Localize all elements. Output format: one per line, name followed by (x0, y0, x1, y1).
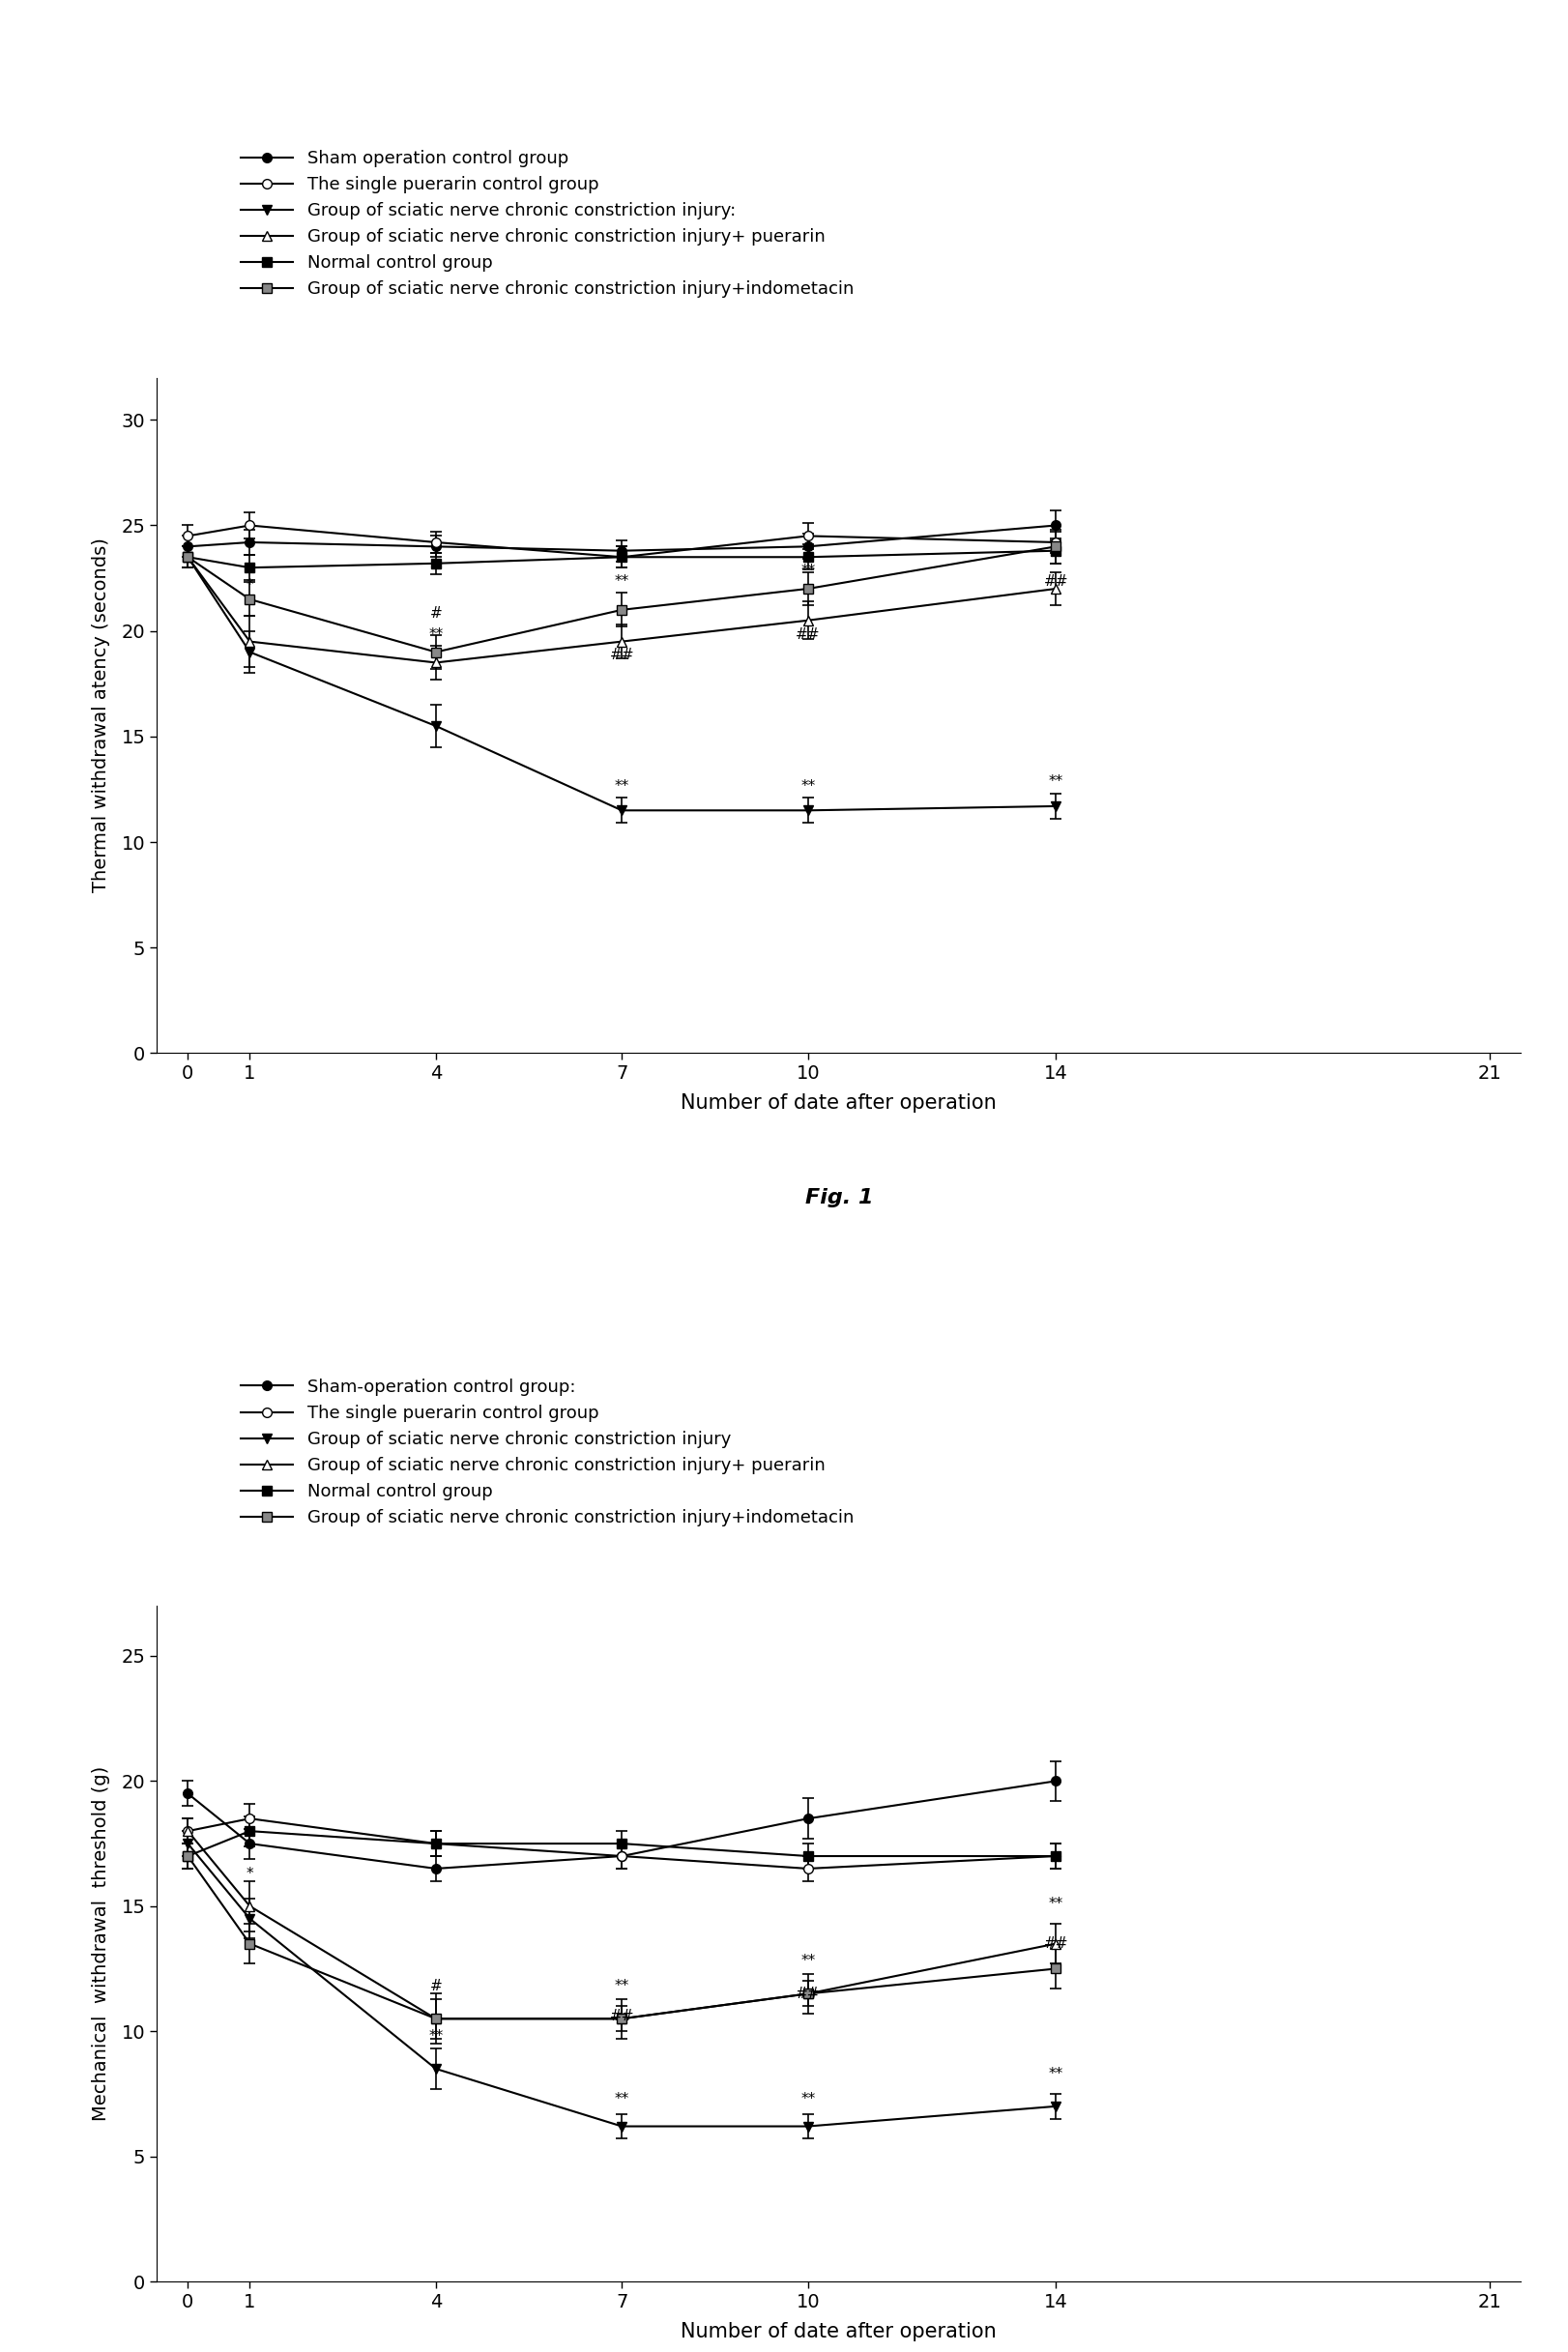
Legend: Sham-operation control group:, The single puerarin control group, Group of sciat: Sham-operation control group:, The singl… (234, 1371, 861, 1534)
Text: *: * (246, 579, 254, 593)
Text: **: ** (428, 628, 444, 642)
Text: Fig. 1: Fig. 1 (804, 1188, 873, 1207)
Text: **: ** (615, 1978, 629, 1994)
Text: #: # (430, 1978, 442, 1994)
Text: **: ** (801, 564, 815, 579)
Text: ##: ## (795, 628, 820, 642)
Text: *: * (246, 1867, 254, 1882)
Text: **: ** (801, 779, 815, 793)
Text: **: ** (615, 2091, 629, 2107)
Text: ##: ## (610, 649, 633, 663)
Text: ##: ## (795, 1987, 820, 2002)
Legend: Sham operation control group, The single puerarin control group, Group of sciati: Sham operation control group, The single… (234, 143, 861, 306)
Text: **: ** (801, 1955, 815, 1969)
Text: ##: ## (1044, 574, 1068, 588)
Text: **: ** (1049, 2067, 1063, 2082)
Text: **: ** (428, 2030, 444, 2044)
Text: **: ** (615, 779, 629, 793)
Text: ##: ## (610, 2009, 633, 2023)
Text: ##: ## (1044, 1936, 1068, 1952)
Text: **: ** (1049, 1896, 1063, 1912)
Text: **: ** (615, 574, 629, 588)
Text: #: # (430, 607, 442, 621)
Y-axis label: Thermal withdrawal atency (seconds): Thermal withdrawal atency (seconds) (93, 539, 111, 894)
Text: **: ** (801, 2091, 815, 2107)
X-axis label: Number of date after operation: Number of date after operation (681, 2321, 997, 2340)
X-axis label: Number of date after operation: Number of date after operation (681, 1094, 997, 1112)
Y-axis label: Mechanical  withdrawal  threshold (g): Mechanical withdrawal threshold (g) (93, 1766, 111, 2122)
Text: **: ** (1049, 774, 1063, 790)
